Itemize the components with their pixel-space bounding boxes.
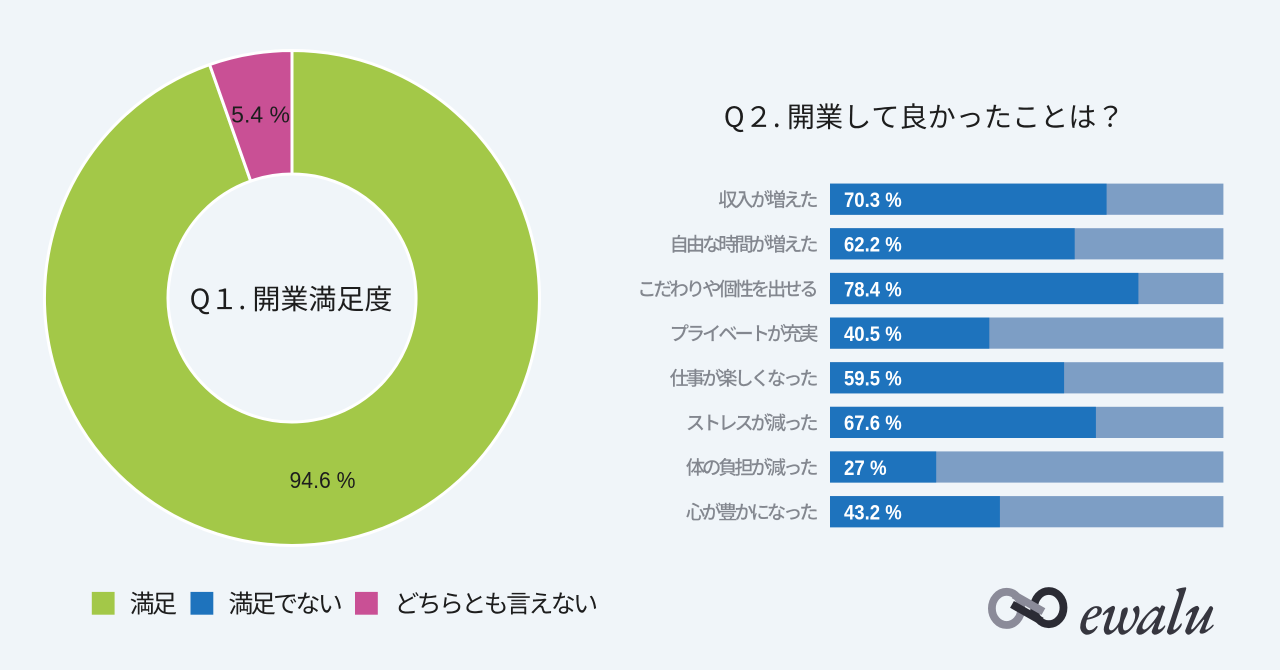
svg-text:67.6 %: 67.6 % bbox=[844, 411, 902, 435]
svg-text:78.4 %: 78.4 % bbox=[844, 277, 902, 301]
svg-text:27 %: 27 % bbox=[844, 456, 887, 480]
svg-text:59.5 %: 59.5 % bbox=[844, 367, 902, 391]
svg-text:43.2 %: 43.2 % bbox=[844, 501, 902, 525]
svg-text:5.4 %: 5.4 % bbox=[231, 101, 290, 127]
svg-text:94.6 %: 94.6 % bbox=[290, 467, 356, 493]
svg-text:62.2 %: 62.2 % bbox=[844, 233, 902, 257]
svg-text:70.3 %: 70.3 % bbox=[844, 188, 902, 212]
svg-text:40.5 %: 40.5 % bbox=[844, 322, 902, 346]
